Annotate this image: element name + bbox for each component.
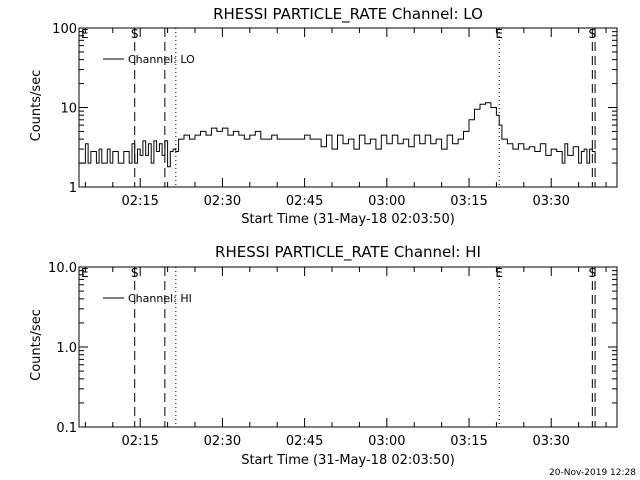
y-tick-label: 1.0 <box>56 341 77 356</box>
chart-panel-1: RHESSI PARTICLE_RATE Channel: LO 1 10 100 02… <box>29 5 618 227</box>
legend-label: Channel: HI <box>128 292 192 305</box>
event-marker-label: S <box>131 266 139 280</box>
y-axis-label: Counts/sec <box>29 70 44 142</box>
x-tick-label: 03:15 <box>450 194 487 209</box>
x-tick-label: 02:15 <box>121 194 158 209</box>
x-tick-label: 02:45 <box>286 434 323 449</box>
legend-label: Channel: LO <box>128 53 195 66</box>
series-line <box>79 102 596 168</box>
x-axis-label: Start Time (31-May-18 02:03:50) <box>241 453 455 468</box>
x-tick-label: 02:45 <box>286 194 323 209</box>
y-tick-label: 10 <box>60 102 77 117</box>
event-marker-label: E <box>495 27 503 41</box>
x-tick-label: 02:15 <box>121 434 158 449</box>
chart-title: RHESSI PARTICLE_RATE Channel: LO <box>213 5 483 24</box>
event-marker-label: E <box>81 266 89 280</box>
y-tick-label: 100 <box>52 22 77 37</box>
x-tick-label: 03:15 <box>450 434 487 449</box>
event-marker-label: E <box>81 27 89 41</box>
x-tick-label: 03:00 <box>368 194 405 209</box>
y-tick-label: 0.1 <box>56 421 77 436</box>
y-axis-label: Counts/sec <box>29 309 44 381</box>
chart-panel-2: RHESSI PARTICLE_RATE Channel: HI 0.1 1.0 10… <box>29 243 618 468</box>
x-tick-label: 02:30 <box>204 434 241 449</box>
event-marker-label: S <box>589 27 597 41</box>
event-marker-label: E <box>495 266 503 280</box>
x-tick-label: 03:30 <box>532 194 569 209</box>
y-tick-label: 1 <box>69 181 77 196</box>
print-timestamp: 20-Nov-2019 12:28 <box>549 468 636 478</box>
plot-frame <box>78 27 618 188</box>
chart-title: RHESSI PARTICLE_RATE Channel: HI <box>215 243 481 262</box>
x-tick-label: 02:30 <box>204 194 241 209</box>
x-tick-label: 03:00 <box>368 434 405 449</box>
x-axis-label: Start Time (31-May-18 02:03:50) <box>241 212 455 227</box>
plot-frame <box>78 266 618 428</box>
event-marker-label: S <box>131 27 139 41</box>
event-marker-label: S <box>589 266 597 280</box>
x-tick-label: 03:30 <box>532 434 569 449</box>
y-tick-label: 10.0 <box>48 261 77 276</box>
